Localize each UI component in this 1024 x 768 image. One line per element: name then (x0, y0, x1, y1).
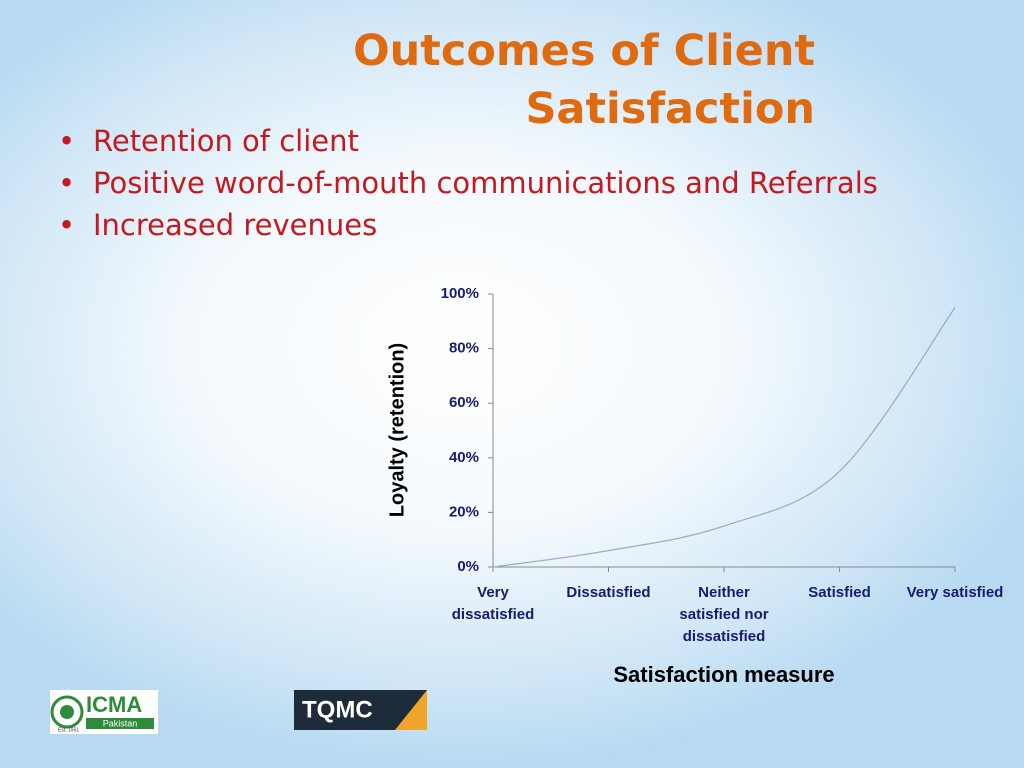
x-tick-label: Very satisfied (906, 584, 1004, 601)
slide-title: Outcomes of Client Satisfaction (353, 26, 815, 134)
line-series (492, 307, 956, 568)
x-axis-label: Satisfaction measure (613, 662, 834, 687)
logo-subtext: Pakistan (103, 718, 138, 728)
y-axis-label: Loyalty (retention) (386, 343, 408, 517)
logo-stripe (395, 690, 427, 730)
logo-text: ICMA (86, 692, 142, 717)
bullet: Positive word-of-mouth communications an… (58, 162, 878, 204)
logo-emblem (50, 695, 84, 729)
x-tick-label: Dissatisfied (566, 584, 651, 601)
y-tick-label: 20% (449, 503, 479, 520)
bullet: Increased revenues (58, 204, 878, 246)
y-tick-label: 80% (449, 340, 479, 357)
logo-est: Est. 1951 (58, 727, 79, 733)
y-tick-label: 60% (449, 394, 479, 411)
bullet-list: Retention of client Positive word-of-mou… (58, 120, 878, 246)
logo-emblem (60, 705, 74, 719)
logo-band (86, 718, 154, 729)
x-tick-label: Neither satisfied nor dissatisfied (679, 584, 769, 645)
logo-text: TQMC (302, 696, 373, 723)
icma-logo: ICMA Pakistan Est. 1951 (50, 690, 158, 734)
x-tick-label: Satisfied (808, 584, 871, 601)
x-tick-label: Very dissatisfied (451, 584, 535, 623)
bullet: Retention of client (58, 120, 878, 162)
y-tick-label: 100% (441, 285, 479, 302)
y-tick-label: 40% (449, 449, 479, 466)
tqmc-logo: TQMC (294, 690, 427, 730)
y-tick-label: 0% (457, 558, 479, 575)
